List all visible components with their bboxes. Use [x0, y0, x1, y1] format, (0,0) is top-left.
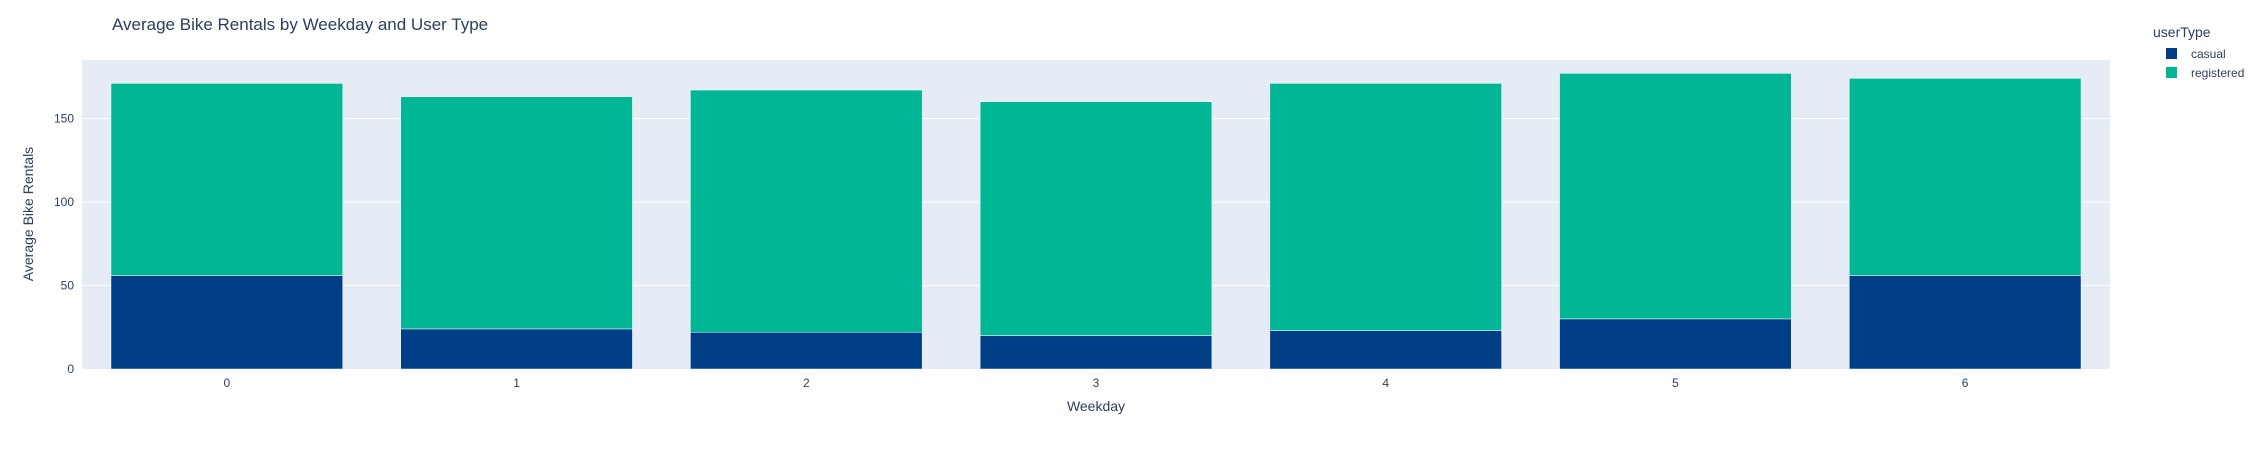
chart-title: Average Bike Rentals by Weekday and User… [112, 15, 488, 34]
bars [110, 73, 2082, 370]
bar-registered-6[interactable] [1849, 78, 2082, 276]
bar-casual-6[interactable] [1849, 275, 2082, 370]
bar-registered-5[interactable] [1559, 73, 1792, 320]
x-tick-label: 4 [1382, 376, 1389, 390]
bar-casual-3[interactable] [979, 335, 1213, 370]
x-tick-label: 1 [513, 376, 520, 390]
x-tick-label: 0 [224, 376, 231, 390]
y-tick-label: 100 [54, 195, 74, 209]
y-tick-label: 150 [54, 111, 74, 125]
y-tick-labels: 0 50 100 150 [54, 111, 74, 376]
x-tick-label: 5 [1672, 376, 1679, 390]
x-axis-title: Weekday [1067, 398, 1125, 414]
y-tick-label: 50 [61, 278, 75, 292]
y-tick-label: 0 [67, 362, 74, 376]
bar-casual-5[interactable] [1559, 318, 1792, 370]
legend-label-casual[interactable]: casual [2191, 47, 2226, 61]
x-tick-labels: 0 1 2 3 4 5 6 [224, 376, 1969, 390]
bar-registered-1[interactable] [400, 96, 633, 330]
legend-label-registered[interactable]: registered [2191, 66, 2244, 80]
x-tick-label: 6 [1962, 376, 1969, 390]
legend-title: userType [2153, 24, 2211, 40]
bar-registered-3[interactable] [979, 101, 1213, 336]
bar-casual-0[interactable] [110, 275, 343, 370]
bar-registered-0[interactable] [110, 83, 343, 276]
bar-registered-2[interactable] [690, 89, 923, 333]
bar-casual-1[interactable] [400, 328, 633, 370]
x-tick-label: 3 [1093, 376, 1100, 390]
bar-registered-4[interactable] [1269, 83, 1502, 331]
bar-casual-4[interactable] [1269, 330, 1502, 370]
y-axis-title: Average Bike Rentals [20, 147, 36, 281]
x-tick-label: 2 [803, 376, 810, 390]
legend-swatch-casual[interactable] [2166, 48, 2177, 59]
bar-casual-2[interactable] [690, 332, 923, 370]
legend-swatch-registered[interactable] [2166, 67, 2177, 78]
legend: userType casual registered [2153, 24, 2244, 80]
